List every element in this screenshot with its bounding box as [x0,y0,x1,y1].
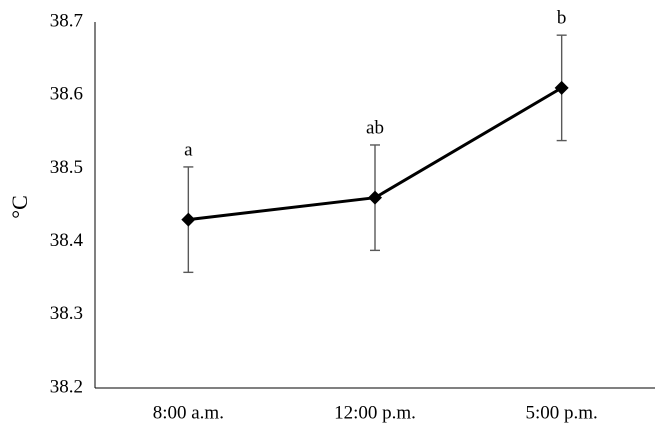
y-tick-labels: 38.2 38.3 38.4 38.5 38.6 38.7 [50,10,84,397]
significance-annotations: a ab b [184,8,566,161]
y-tick-label: 38.7 [50,10,83,31]
y-tick-label: 38.4 [50,230,84,251]
y-tick-label: 38.5 [50,157,83,178]
y-axis-label: °C [7,195,32,218]
significance-letter: ab [366,117,384,138]
y-tick-label: 38.3 [50,303,83,324]
data-point [554,80,569,95]
error-bars [183,34,567,274]
x-tick-labels: 8:00 a.m. 12:00 p.m. 5:00 p.m. [153,402,598,423]
x-tick-label: 12:00 p.m. [334,402,416,423]
x-tick-label: 8:00 a.m. [153,402,224,423]
significance-letter: b [557,8,567,29]
y-tick-label: 38.2 [50,376,83,397]
data-point [181,212,196,227]
y-tick-label: 38.6 [50,84,83,105]
data-markers [181,80,569,227]
significance-letter: a [184,139,193,160]
x-tick-label: 5:00 p.m. [526,402,598,423]
data-point [368,190,382,205]
